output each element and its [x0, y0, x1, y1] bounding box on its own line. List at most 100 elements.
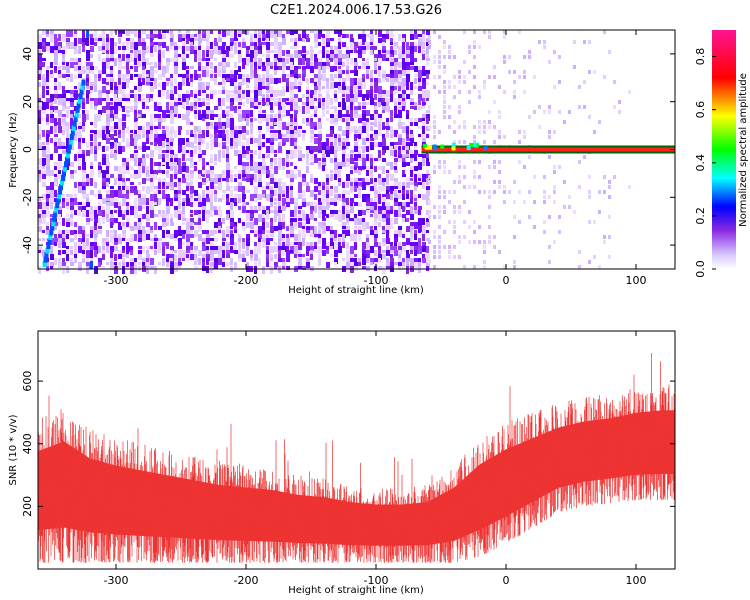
spectrogram-cell — [433, 165, 436, 169]
spectrogram-cell — [290, 86, 294, 90]
spectrogram-cell — [230, 106, 234, 111]
spectrogram-cell — [110, 246, 114, 252]
spectrogram-cell — [234, 226, 237, 230]
diagonal-streak-segment — [62, 165, 67, 172]
spectrogram-cell — [82, 154, 85, 162]
spectrogram-cell — [370, 154, 373, 158]
spectrogram-cell — [38, 130, 42, 134]
spectrogram-cell — [282, 66, 285, 71]
spectrogram-cell — [58, 238, 62, 245]
x-tick-label: -300 — [104, 574, 129, 587]
spectrogram-cell — [422, 78, 426, 85]
spectrogram-cell — [118, 62, 122, 69]
spectrogram-cell — [398, 150, 401, 154]
spectrogram-cell — [374, 94, 377, 100]
spectrogram-cell — [386, 258, 389, 265]
spectrogram-cell — [210, 254, 214, 261]
spectrogram-cell — [274, 246, 278, 252]
spectrogram-cell — [426, 190, 430, 196]
spectrogram-cell — [234, 82, 237, 88]
spectrogram-cell — [330, 254, 333, 257]
spectrogram-cell — [246, 46, 250, 50]
spectrogram-cell — [214, 238, 218, 242]
spectrogram-cell — [86, 250, 90, 258]
spectrogram-cell — [402, 106, 405, 111]
diagonal-streak-segment — [45, 247, 50, 254]
spectrogram-cell — [258, 258, 261, 266]
spectrogram-cell — [346, 130, 349, 136]
spectrogram-cell — [533, 225, 536, 229]
spectrogram-cell — [370, 262, 373, 265]
spectrogram-cell — [174, 254, 177, 258]
spectrogram-cell — [46, 102, 49, 109]
spectrogram-cell — [70, 62, 74, 68]
spectrogram-cell — [394, 70, 398, 75]
spectrogram-cell — [433, 205, 436, 209]
spectrogram-cell — [513, 95, 516, 99]
spectrogram-cell — [66, 166, 69, 170]
spectrogram-cell — [362, 266, 366, 269]
spectrogram-cell — [468, 185, 471, 189]
spectrogram-cell — [210, 114, 214, 120]
spectrogram-cell — [318, 86, 321, 92]
spectrogram-cell — [330, 234, 334, 241]
spectrogram-cell — [382, 238, 386, 245]
spectrogram-cell — [230, 226, 233, 229]
spectrogram-cell — [250, 102, 254, 108]
spectrogram-cell — [154, 130, 158, 135]
spectrogram-cell — [238, 86, 241, 90]
spectrogram-cell — [126, 38, 130, 41]
spectrogram-cell — [158, 162, 161, 167]
spectrogram-cell — [302, 58, 305, 62]
spectrogram-cell — [226, 202, 230, 205]
spectrogram-cell — [162, 194, 166, 199]
spectrogram-cell — [422, 106, 425, 109]
spectrogram-cell — [170, 162, 174, 169]
spectrogram-cell — [406, 62, 410, 66]
spectrogram-cell — [310, 154, 313, 161]
spectrogram-cell — [54, 94, 58, 99]
spectrogram-cell — [262, 134, 265, 139]
diagonal-streak-segment — [63, 161, 68, 168]
spectrogram-cell — [453, 255, 456, 259]
spectrogram-cell — [174, 198, 178, 201]
spectrogram-cell — [406, 46, 410, 52]
spectrogram-cell — [294, 78, 297, 86]
spectrogram-cell — [378, 58, 382, 64]
spectrogram-cell — [398, 242, 401, 249]
spectrogram-cell — [70, 162, 74, 167]
spectrogram-cell — [386, 214, 390, 218]
spectrogram-cell — [210, 206, 214, 211]
spectrogram-cell — [593, 130, 596, 134]
spectrogram-cell — [170, 198, 173, 206]
spectrogram-cell — [338, 58, 342, 63]
spectrogram-cell — [414, 206, 417, 210]
spectrogram-cell — [338, 118, 342, 121]
spectrogram-cell — [282, 86, 285, 90]
spectrogram-cell — [226, 214, 229, 220]
spectrogram-cell — [38, 42, 42, 49]
spectrogram-cell — [274, 62, 277, 66]
spectrogram-cell — [370, 122, 374, 125]
spectrogram-cell — [214, 230, 217, 234]
spectrogram-cell — [473, 40, 476, 44]
spectrogram-cell — [42, 86, 45, 94]
spectrogram-cell — [162, 142, 165, 148]
spectrogram-cell — [182, 206, 185, 214]
spectrogram-cell — [106, 54, 109, 61]
diagonal-streak-segment — [80, 84, 85, 91]
spectrogram-cell — [286, 66, 290, 70]
spectrogram-cell — [42, 194, 46, 200]
spectrogram-cell — [448, 55, 451, 59]
spectrogram-cell — [398, 98, 402, 103]
spectrogram-cell — [106, 138, 110, 144]
carrier-blob — [466, 146, 471, 151]
spectrogram-cell — [386, 74, 390, 77]
spectrogram-cell — [543, 200, 546, 204]
spectrogram-cell — [102, 186, 106, 189]
spectrogram-cell — [222, 230, 225, 234]
spectrogram-cell — [46, 142, 49, 145]
spectrogram-cell — [86, 210, 89, 217]
spectrogram-cell — [150, 186, 153, 192]
spectrogram-cell — [246, 30, 249, 35]
